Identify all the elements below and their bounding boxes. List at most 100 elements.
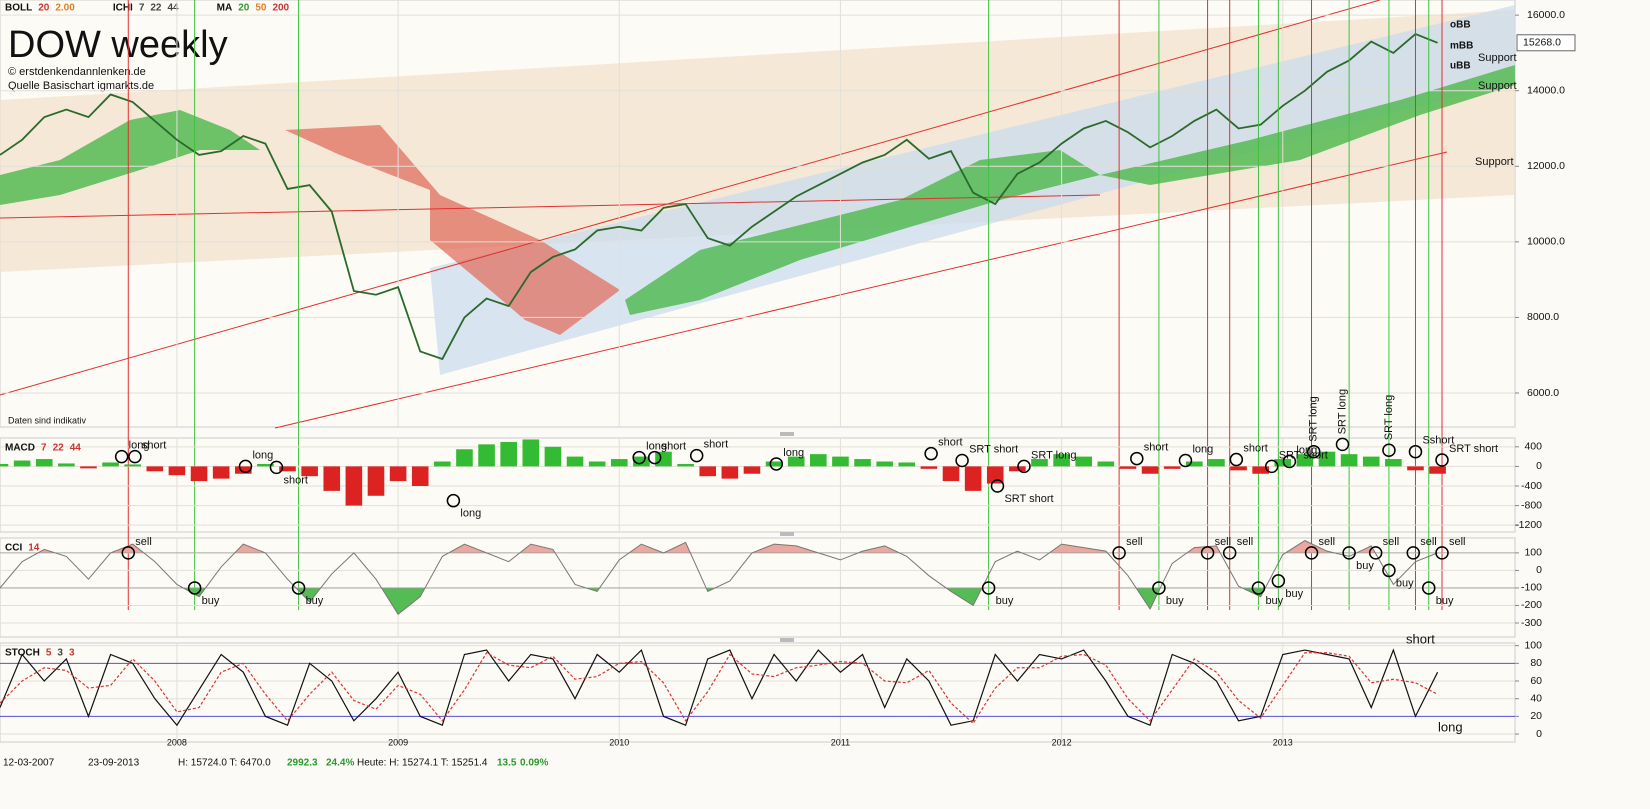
bar bbox=[1119, 466, 1137, 469]
signal-label: SRT short bbox=[1004, 493, 1053, 505]
indicator-param: 5 bbox=[46, 648, 52, 659]
bar bbox=[212, 466, 230, 479]
bar bbox=[544, 446, 562, 467]
stoch-panel bbox=[0, 642, 1516, 743]
signal-label: buy bbox=[996, 595, 1014, 607]
signal-marker bbox=[647, 450, 662, 465]
signal-marker bbox=[1304, 546, 1319, 560]
bar bbox=[478, 444, 495, 467]
signal-marker bbox=[689, 448, 704, 463]
signal-marker bbox=[1435, 453, 1449, 467]
signal-marker bbox=[632, 450, 646, 465]
indicator-param: 3 bbox=[57, 648, 63, 659]
signal-label: long bbox=[646, 440, 667, 452]
line bbox=[0, 540, 1438, 615]
bar bbox=[1097, 461, 1115, 467]
source: Quelle Basischart igmarkts.de bbox=[8, 80, 154, 92]
y-tick-label: 16000.0 bbox=[1527, 9, 1565, 21]
x-tick-label: 2011 bbox=[831, 737, 850, 747]
signal-label: sell bbox=[1319, 536, 1336, 548]
signal-label: sell bbox=[1215, 536, 1232, 548]
signal-marker bbox=[1152, 581, 1166, 595]
signal-label: SRT long bbox=[1383, 395, 1395, 440]
signal-marker bbox=[128, 449, 142, 464]
bar bbox=[1296, 454, 1314, 467]
cloud bbox=[625, 150, 1100, 315]
indicator-param: 44 bbox=[70, 443, 82, 454]
annotation: short bbox=[1406, 631, 1435, 646]
signal-marker bbox=[1406, 546, 1421, 560]
bar bbox=[1407, 466, 1424, 471]
cloud bbox=[285, 125, 620, 335]
signal-label: buy bbox=[202, 595, 220, 607]
signal-label: short bbox=[704, 439, 728, 451]
signal-label: long bbox=[252, 449, 273, 461]
y-tick-label: 400 bbox=[1524, 441, 1542, 453]
y-tick-label: 100 bbox=[1524, 639, 1542, 651]
signal-marker bbox=[238, 459, 253, 474]
bar bbox=[168, 466, 186, 476]
x-tick-label: 2013 bbox=[1273, 737, 1293, 747]
bar bbox=[411, 466, 429, 486]
signal-marker bbox=[981, 581, 996, 595]
bar bbox=[58, 463, 75, 467]
bar bbox=[876, 461, 893, 467]
signal-marker bbox=[1264, 459, 1279, 474]
indicator-param: 2.00 bbox=[55, 3, 75, 14]
signal-marker bbox=[1017, 459, 1031, 474]
signal-marker bbox=[1200, 546, 1215, 560]
x-tick-label: 2012 bbox=[1052, 737, 1072, 747]
indicator-param: 200 bbox=[272, 3, 289, 14]
signal-marker bbox=[1112, 546, 1126, 560]
indicator-name: ICHI bbox=[113, 3, 133, 14]
y-tick-label: -100 bbox=[1521, 582, 1542, 594]
y-tick-label: -200 bbox=[1521, 599, 1542, 611]
bar bbox=[1075, 456, 1093, 467]
y-tick-label: 8000.0 bbox=[1527, 311, 1559, 323]
signal-label: buy bbox=[1285, 588, 1303, 600]
bar bbox=[986, 466, 1004, 484]
y-tick-label: 0 bbox=[1536, 564, 1542, 576]
y-tick-label: -300 bbox=[1521, 617, 1542, 629]
bar bbox=[942, 466, 960, 482]
y-tick-label: -400 bbox=[1521, 480, 1542, 492]
y-tick-label: 0 bbox=[1536, 728, 1542, 740]
y-tick-label: 6000.0 bbox=[1527, 387, 1559, 399]
bar bbox=[146, 466, 164, 472]
splitter[interactable] bbox=[780, 532, 794, 536]
bar bbox=[743, 466, 761, 474]
signal-label: buy bbox=[1436, 595, 1454, 607]
bar bbox=[1385, 459, 1402, 467]
bar bbox=[677, 463, 694, 467]
bar bbox=[699, 466, 717, 477]
signal-label: long bbox=[460, 508, 481, 520]
signal-marker bbox=[924, 446, 938, 461]
bar bbox=[1009, 466, 1026, 472]
y-tick-label: 100 bbox=[1524, 547, 1542, 559]
bar bbox=[80, 466, 97, 469]
signal-label: long bbox=[1296, 444, 1317, 456]
footer-change-pct: 24.4% bbox=[326, 758, 354, 769]
bar bbox=[279, 466, 296, 472]
signal-label: buy bbox=[1396, 577, 1414, 589]
footer-change: 2992.3 bbox=[287, 758, 318, 769]
splitter[interactable] bbox=[780, 432, 794, 436]
bar bbox=[1208, 459, 1225, 467]
splitter[interactable] bbox=[780, 638, 794, 642]
bar bbox=[721, 466, 739, 479]
signal-marker bbox=[1251, 581, 1266, 595]
bar bbox=[1318, 451, 1336, 467]
signal-label: short bbox=[1144, 441, 1168, 453]
y-tick-label: 0 bbox=[1536, 460, 1542, 472]
signal-label: short bbox=[142, 440, 166, 452]
y-tick-label: 60 bbox=[1530, 675, 1542, 687]
indicator-name: STOCH bbox=[5, 648, 40, 659]
signal-label: SRT long bbox=[1308, 396, 1320, 441]
bar bbox=[854, 459, 871, 467]
bar bbox=[367, 466, 385, 496]
indicator-param: 7 bbox=[139, 3, 145, 14]
trend-line bbox=[0, 194, 1101, 219]
indicator-param: 7 bbox=[41, 443, 47, 454]
